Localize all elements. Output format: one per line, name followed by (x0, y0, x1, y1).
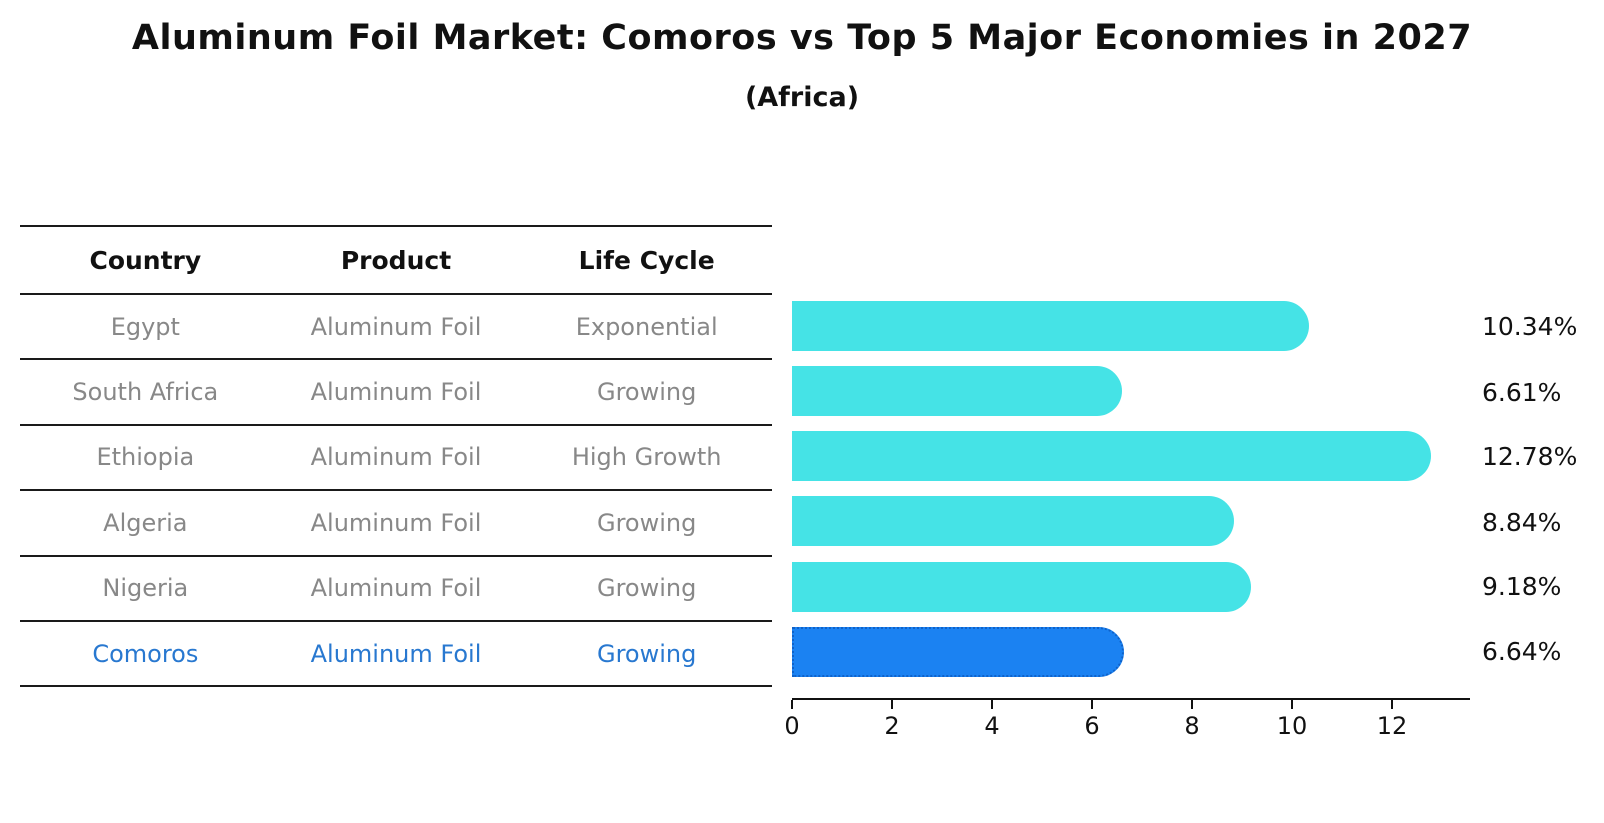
bar-row-south-africa (792, 366, 1470, 416)
x-tick (791, 700, 793, 709)
bar-row-nigeria (792, 562, 1470, 612)
x-tick (1291, 700, 1293, 709)
cell-product: Aluminum Foil (310, 378, 482, 407)
x-tick (1391, 700, 1393, 709)
cell-country: Comoros (92, 639, 199, 668)
cell-product: Aluminum Foil (310, 639, 482, 668)
x-tick (891, 700, 893, 709)
cell-product: Aluminum Foil (310, 312, 482, 341)
x-tick-label: 12 (1376, 712, 1408, 740)
table-row-algeria: Algeria Aluminum Foil Growing (20, 489, 772, 554)
bar-south-africa (792, 366, 1123, 416)
table-row-ethiopia: Ethiopia Aluminum Foil High Growth (20, 423, 772, 489)
cell-country: Ethiopia (96, 443, 195, 472)
table-row-nigeria: Nigeria Aluminum Foil Growing (20, 554, 772, 620)
cell-country: South Africa (72, 378, 219, 407)
column-header-lifecycle: Life Cycle (578, 245, 715, 275)
cell-lifecycle: Growing (596, 574, 697, 603)
cell-lifecycle: Growing (596, 378, 697, 407)
column-header-product: Product (340, 245, 452, 275)
value-label-algeria: 8.84% (1482, 508, 1562, 537)
x-tick-label: 8 (1184, 712, 1200, 740)
cell-lifecycle: Growing (596, 639, 697, 668)
column-header-country: Country (89, 245, 202, 275)
x-axis-line (792, 698, 1470, 700)
bar-algeria (792, 496, 1234, 546)
cell-product: Aluminum Foil (310, 508, 482, 537)
cell-product: Aluminum Foil (310, 443, 482, 472)
table-row-south-africa: South Africa Aluminum Foil Growing (20, 358, 772, 423)
bar-row-comoros (792, 627, 1470, 677)
cell-country: Nigeria (102, 574, 189, 603)
cell-lifecycle: High Growth (571, 443, 722, 472)
x-tick-label: 6 (1084, 712, 1100, 740)
bar-row-egypt (792, 301, 1470, 351)
cell-lifecycle: Growing (596, 508, 697, 537)
table-row-comoros: Comoros Aluminum Foil Growing (20, 619, 772, 685)
value-label-ethiopia: 12.78% (1482, 442, 1578, 471)
x-tick-label: 10 (1276, 712, 1308, 740)
bar-row-ethiopia (792, 431, 1470, 481)
table-row-egypt: Egypt Aluminum Foil Exponential (20, 293, 772, 358)
cell-country: Egypt (110, 312, 180, 341)
chart-title: Aluminum Foil Market: Comoros vs Top 5 M… (131, 18, 1473, 58)
bar-nigeria (792, 562, 1251, 612)
bar-row-algeria (792, 496, 1470, 546)
x-tick (1191, 700, 1193, 709)
bar-egypt (792, 301, 1309, 351)
value-label-south-africa: 6.61% (1482, 378, 1562, 407)
cell-lifecycle: Exponential (575, 312, 718, 341)
value-label-comoros: 6.64% (1482, 637, 1562, 666)
x-tick-label: 2 (884, 712, 900, 740)
chart-subtitle: (Africa) (744, 82, 860, 113)
value-label-egypt: 10.34% (1482, 312, 1578, 341)
x-tick-label: 4 (984, 712, 1000, 740)
value-label-nigeria: 9.18% (1482, 572, 1562, 601)
cell-country: Algeria (103, 508, 188, 537)
x-tick-label: 0 (784, 712, 800, 740)
table-header-row: Country Product Life Cycle (20, 225, 772, 293)
x-tick (991, 700, 993, 709)
cell-product: Aluminum Foil (310, 574, 482, 603)
country-table: Country Product Life Cycle Egypt Aluminu… (20, 225, 772, 688)
bar-comoros (792, 627, 1124, 677)
x-tick (1091, 700, 1093, 709)
bar-ethiopia (792, 431, 1431, 481)
